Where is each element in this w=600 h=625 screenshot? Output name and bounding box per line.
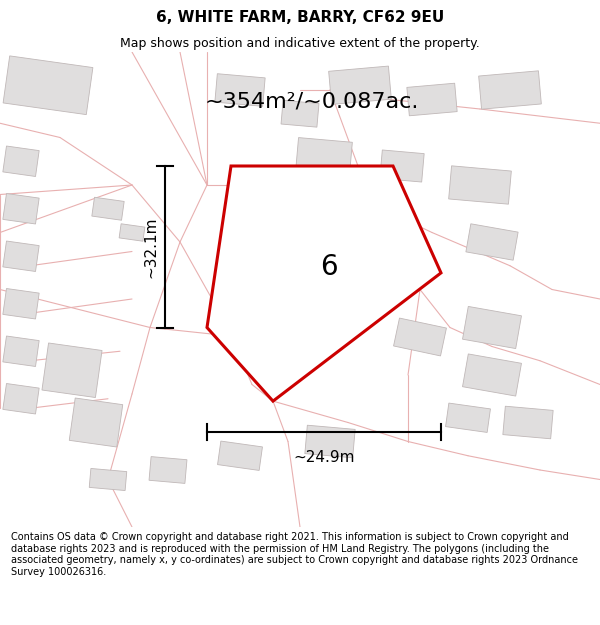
Bar: [281, 101, 319, 127]
Bar: [332, 231, 412, 291]
Bar: [92, 198, 124, 220]
Bar: [3, 336, 39, 366]
Bar: [329, 66, 391, 104]
Bar: [296, 138, 352, 176]
Bar: [89, 469, 127, 491]
Bar: [220, 229, 284, 274]
Bar: [380, 150, 424, 182]
Bar: [305, 425, 355, 458]
Text: Map shows position and indicative extent of the property.: Map shows position and indicative extent…: [120, 38, 480, 51]
Bar: [119, 224, 145, 241]
Text: Contains OS data © Crown copyright and database right 2021. This information is : Contains OS data © Crown copyright and d…: [11, 532, 578, 577]
Bar: [218, 441, 262, 471]
Bar: [479, 71, 541, 109]
Bar: [394, 318, 446, 356]
Bar: [466, 224, 518, 260]
Polygon shape: [207, 166, 441, 401]
Bar: [3, 289, 39, 319]
Bar: [3, 146, 39, 176]
Text: ~24.9m: ~24.9m: [293, 450, 355, 465]
Text: ~354m²/~0.087ac.: ~354m²/~0.087ac.: [205, 92, 419, 112]
Bar: [446, 403, 490, 432]
Text: 6, WHITE FARM, BARRY, CF62 9EU: 6, WHITE FARM, BARRY, CF62 9EU: [156, 11, 444, 26]
Bar: [3, 241, 39, 271]
Bar: [463, 354, 521, 396]
Bar: [449, 166, 511, 204]
Bar: [215, 74, 265, 106]
Bar: [3, 384, 39, 414]
Bar: [69, 398, 123, 447]
Bar: [3, 194, 39, 224]
Bar: [503, 406, 553, 439]
Text: 6: 6: [320, 253, 338, 281]
Bar: [42, 343, 102, 398]
Bar: [463, 306, 521, 349]
Text: ~32.1m: ~32.1m: [143, 216, 158, 278]
Bar: [3, 56, 93, 114]
Bar: [149, 457, 187, 483]
Bar: [407, 83, 457, 116]
